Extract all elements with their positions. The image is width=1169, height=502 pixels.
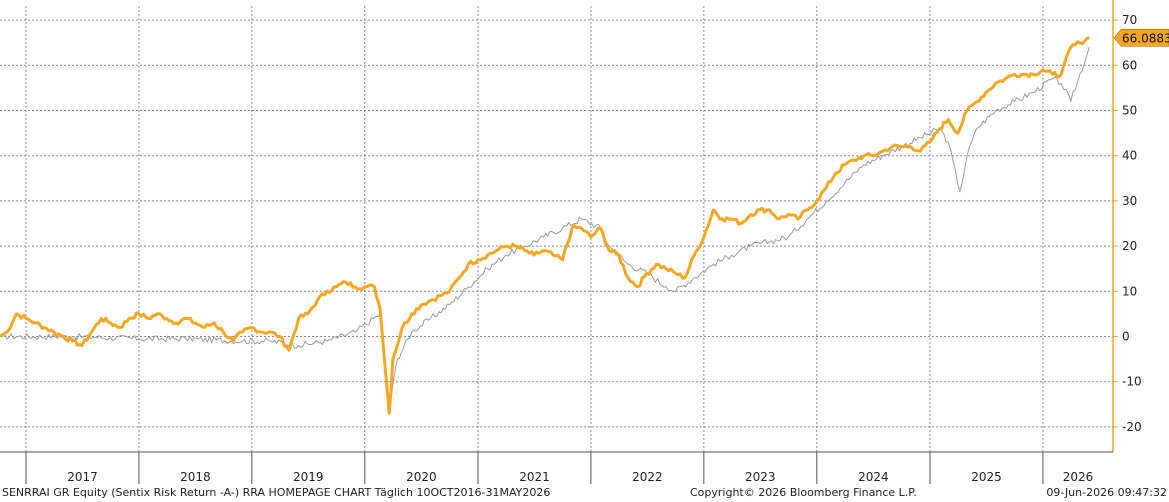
x-tick-label: 2026 bbox=[1063, 470, 1094, 484]
last-value-badge: 66.0883 bbox=[1113, 29, 1169, 47]
y-tick-label: -20 bbox=[1122, 420, 1142, 434]
x-tick-label: 2025 bbox=[971, 470, 1002, 484]
y-tick-label: 0 bbox=[1122, 330, 1130, 344]
y-tick-label: 20 bbox=[1122, 239, 1137, 253]
grid-lines bbox=[0, 6, 1113, 452]
x-tick-label: 2022 bbox=[632, 470, 663, 484]
y-tick-label: 50 bbox=[1122, 104, 1137, 118]
y-tick-label: 60 bbox=[1122, 58, 1137, 72]
x-tick-label: 2019 bbox=[293, 470, 324, 484]
y-tick-label: 10 bbox=[1122, 284, 1137, 298]
x-tick-label: 2020 bbox=[406, 470, 437, 484]
footer-security-description: SENRRAI GR Equity (Sentix Risk Return -A… bbox=[2, 486, 551, 499]
y-tick-label: -10 bbox=[1122, 375, 1142, 389]
y-axis: -20 -10 0 10 20 30 40 50 60 70 bbox=[1112, 0, 1142, 452]
x-tick-label: 2017 bbox=[67, 470, 98, 484]
x-tick-label: 2018 bbox=[180, 470, 211, 484]
series-layer bbox=[0, 36, 1090, 415]
x-axis: 2017 2018 2019 2020 2021 2022 2023 2024 2025 2026 bbox=[0, 451, 1113, 484]
series-line-secondary bbox=[0, 47, 1090, 410]
y-tick-label: 30 bbox=[1122, 194, 1137, 208]
y-tick-label: 40 bbox=[1122, 149, 1137, 163]
last-value-marker bbox=[1113, 29, 1169, 47]
x-tick-label: 2024 bbox=[858, 470, 889, 484]
y-tick-label: 70 bbox=[1122, 13, 1137, 27]
x-tick-label: 2023 bbox=[745, 470, 776, 484]
x-tick-label: 2021 bbox=[519, 470, 550, 484]
series-line-primary bbox=[0, 36, 1090, 415]
last-value-label: 66.0883 bbox=[1122, 31, 1169, 45]
footer-timestamp: 09-Jun-2026 09:47:32 bbox=[1046, 486, 1167, 499]
footer-copyright: Copyright© 2026 Bloomberg Finance L.P. bbox=[690, 486, 917, 499]
